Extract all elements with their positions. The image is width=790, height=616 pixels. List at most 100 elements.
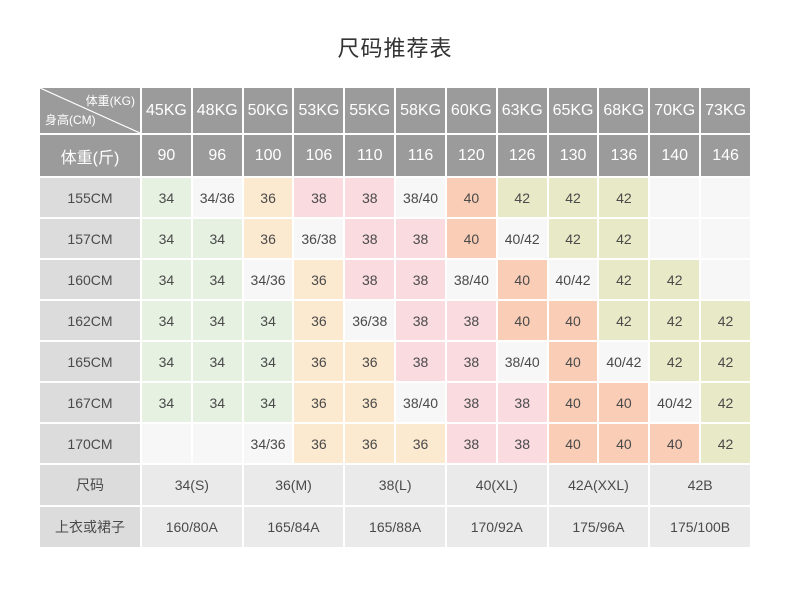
size-chart-body: 155CM 34 34/36 36 38 38 38/40 40 42 42 42 157CM 34 34… [40, 178, 750, 547]
garment-spec-cell: 165/88A [345, 507, 445, 547]
size-cell: 40 [548, 383, 598, 422]
size-cell: 38/40 [396, 383, 445, 422]
size-cell: 34 [192, 219, 242, 258]
size-cell: 42 [548, 178, 598, 217]
size-code-label: 尺码 [40, 465, 140, 505]
size-cell: 40 [548, 342, 598, 381]
size-cell: 40 [446, 219, 496, 258]
size-cell: 42 [599, 301, 649, 340]
size-cell: 38 [294, 178, 344, 217]
weight-kg-header-cell: 48KG [192, 88, 242, 133]
size-cell: 34 [192, 260, 242, 299]
size-cell: 38 [345, 219, 395, 258]
weight-jin-value-cell: 126 [497, 135, 547, 176]
size-cell: 34 [192, 342, 242, 381]
size-cell: 38 [396, 342, 445, 381]
height-label: 167CM [40, 383, 140, 422]
weight-jin-value-cell: 130 [548, 135, 598, 176]
weight-jin-value-cell: 96 [192, 135, 242, 176]
size-cell: 42 [599, 219, 649, 258]
size-code-cell: 38(L) [345, 465, 445, 505]
size-cell: 40 [548, 424, 598, 463]
size-cell: 38 [396, 301, 445, 340]
weight-kg-header-row: 体重(KG) 身高(CM) 45KG 48KG 50KG 53KG 55KG 58KG 60… [40, 88, 750, 133]
weight-jin-value-cell: 100 [243, 135, 293, 176]
height-row: 160CM 34 34 34/36 36 38 38 38/40 40 40/42 42 42 [40, 260, 750, 299]
size-cell: 34 [142, 342, 191, 381]
size-cell: 40 [446, 178, 496, 217]
size-code-row: 尺码 34(S) 36(M) 38(L) 40(XL) 42A(XXL) 42B [40, 465, 750, 505]
size-cell: 42 [548, 219, 598, 258]
size-cell: 34/36 [243, 260, 293, 299]
size-code-cell: 36(M) [243, 465, 344, 505]
size-cell: 40 [650, 424, 700, 463]
size-cell: 38 [446, 342, 496, 381]
garment-spec-cell: 160/80A [142, 507, 242, 547]
size-cell: 36/38 [294, 219, 344, 258]
weight-kg-header-cell: 58KG [396, 88, 445, 133]
weight-jin-value-cell: 120 [446, 135, 496, 176]
size-cell: 36 [345, 342, 395, 381]
size-cell: 40 [548, 301, 598, 340]
size-cell: 42 [497, 178, 547, 217]
weight-kg-header-cell: 65KG [548, 88, 598, 133]
size-cell: 38 [345, 260, 395, 299]
size-cell: 38 [345, 178, 395, 217]
size-cell: 36 [294, 301, 344, 340]
size-cell: 40/42 [599, 342, 649, 381]
size-cell: 36 [243, 219, 293, 258]
garment-spec-label: 上衣或裙子 [40, 507, 140, 547]
size-cell: 36 [294, 383, 344, 422]
height-row: 157CM 34 34 36 36/38 38 38 40 40/42 42 42 [40, 219, 750, 258]
size-cell: 38/40 [396, 178, 445, 217]
size-cell: 34/36 [192, 178, 242, 217]
weight-kg-header-cell: 45KG [142, 88, 191, 133]
weight-kg-header-cell: 53KG [294, 88, 344, 133]
size-cell: 42 [701, 301, 750, 340]
size-cell: 40/42 [650, 383, 700, 422]
diagonal-divider [40, 88, 140, 133]
size-code-cell: 42A(XXL) [548, 465, 649, 505]
size-cell: 36 [294, 424, 344, 463]
size-cell: 38 [446, 383, 496, 422]
size-cell: 34 [243, 301, 293, 340]
weight-kg-header-cell: 73KG [701, 88, 750, 133]
size-cell [142, 424, 191, 463]
height-row: 155CM 34 34/36 36 38 38 38/40 40 42 42 42 [40, 178, 750, 217]
size-cell: 36/38 [345, 301, 395, 340]
height-label: 157CM [40, 219, 140, 258]
size-cell: 42 [599, 178, 649, 217]
size-cell [192, 424, 242, 463]
size-cell: 40 [599, 424, 649, 463]
size-cell: 34 [192, 383, 242, 422]
size-cell: 34 [192, 301, 242, 340]
page-title: 尺码推荐表 [337, 36, 453, 61]
size-cell: 38 [396, 260, 445, 299]
size-cell: 34 [142, 219, 191, 258]
size-cell: 34 [142, 178, 191, 217]
size-cell: 34 [243, 342, 293, 381]
size-cell: 34/36 [243, 424, 293, 463]
weight-kg-header-cell: 63KG [497, 88, 547, 133]
weight-jin-value-cell: 140 [650, 135, 700, 176]
weight-kg-header-cell: 70KG [650, 88, 700, 133]
corner-cell: 体重(KG) 身高(CM) [40, 88, 140, 133]
size-cell [701, 260, 750, 299]
height-row: 165CM 34 34 34 36 36 38 38 38/40 40 40/42 42 42 [40, 342, 750, 381]
height-label: 160CM [40, 260, 140, 299]
height-label: 165CM [40, 342, 140, 381]
size-cell [650, 219, 700, 258]
size-chart-table: 体重(KG) 身高(CM) 45KG 48KG 50KG 53KG 55KG 58KG 60… [38, 86, 752, 549]
size-cell: 42 [701, 342, 750, 381]
corner-height-cm-label: 身高(CM) [45, 113, 96, 127]
garment-spec-cell: 175/100B [650, 507, 750, 547]
size-cell: 34 [142, 260, 191, 299]
weight-kg-header-cell: 55KG [345, 88, 395, 133]
size-cell: 38 [446, 301, 496, 340]
size-cell: 36 [243, 178, 293, 217]
size-cell: 36 [294, 260, 344, 299]
weight-jin-header-row: 体重(斤) 90 96 100 106 110 116 120 126 130 136 140 146 [40, 135, 750, 176]
size-code-cell: 42B [650, 465, 750, 505]
size-cell: 34 [142, 301, 191, 340]
size-cell: 36 [396, 424, 445, 463]
